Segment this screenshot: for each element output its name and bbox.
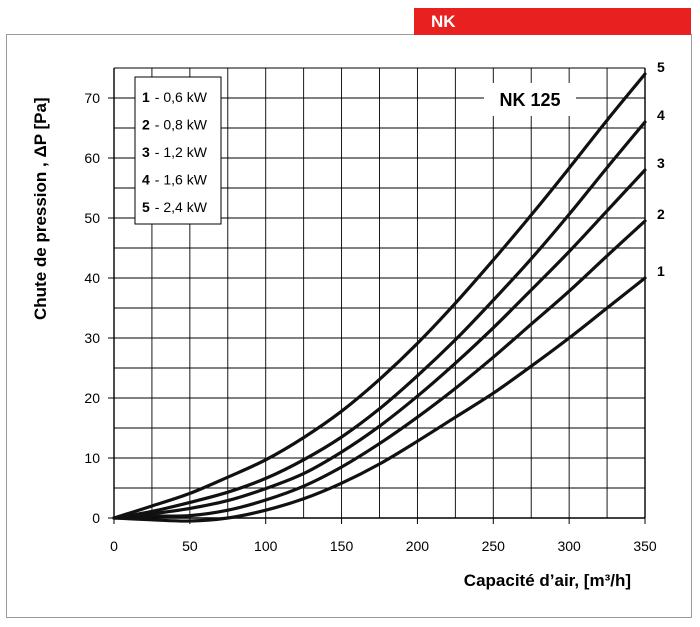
series-line-4 bbox=[112, 120, 647, 520]
y-tick-label: 50 bbox=[84, 210, 100, 226]
series-end-label-2: 2 bbox=[657, 206, 665, 222]
y-tick-labels: 0 10 20 30 40 50 60 70 bbox=[84, 90, 100, 526]
axes bbox=[108, 68, 646, 524]
series-end-label-3: 3 bbox=[657, 155, 665, 171]
series-line-5 bbox=[112, 72, 647, 520]
series-end-label-4: 4 bbox=[657, 107, 665, 123]
y-tick-label: 30 bbox=[84, 330, 100, 346]
series-end-label-1: 1 bbox=[657, 263, 665, 279]
x-tick-label: 0 bbox=[110, 538, 118, 554]
y-tick-label: 10 bbox=[84, 450, 100, 466]
x-tick-labels: 0 50 100 150 200 250 300 350 bbox=[110, 538, 657, 554]
x-tick-label: 350 bbox=[633, 538, 657, 554]
x-axis-title: Capacité d’air, [m³/h] bbox=[464, 571, 631, 590]
x-tick-label: 200 bbox=[406, 538, 430, 554]
x-tick-label: 100 bbox=[254, 538, 278, 554]
y-tick-label: 60 bbox=[84, 150, 100, 166]
y-tick-label: 70 bbox=[84, 90, 100, 106]
model-label-box: NK 125 bbox=[484, 83, 576, 116]
legend-item-4: 4- 1,6 kW bbox=[142, 172, 208, 188]
x-tick-label: 250 bbox=[482, 538, 506, 554]
series-line-3 bbox=[112, 168, 647, 520]
x-tick-label: 150 bbox=[330, 538, 354, 554]
y-tick-label: 0 bbox=[92, 510, 100, 526]
legend-box bbox=[134, 76, 222, 225]
legend: 1- 0,6 kW 2- 0,8 kW 3- 1,2 kW 4- 1,6 kW 5- 2… bbox=[134, 76, 222, 225]
legend-item-5: 5- 2,4 kW bbox=[142, 199, 208, 215]
legend-item-3: 3- 1,2 kW bbox=[142, 144, 208, 160]
y-tick-label: 20 bbox=[84, 390, 100, 406]
series-end-labels: 1 2 3 4 5 bbox=[657, 59, 665, 279]
model-label: NK 125 bbox=[499, 90, 560, 110]
series-line-1 bbox=[112, 276, 647, 523]
x-tick-label: 50 bbox=[182, 538, 198, 554]
series-end-label-5: 5 bbox=[657, 59, 665, 75]
series-lines bbox=[112, 72, 647, 523]
y-axis-title: Chute de pression , ΔP [Pa] bbox=[31, 97, 50, 320]
legend-item-1: 1- 0,6 kW bbox=[142, 89, 208, 105]
chart-frame bbox=[6, 34, 692, 618]
y-tick-label: 40 bbox=[84, 270, 100, 286]
x-tick-label: 300 bbox=[557, 538, 581, 554]
product-badge: NK bbox=[414, 8, 691, 35]
legend-item-2: 2- 0,8 kW bbox=[142, 117, 208, 133]
series-line-2 bbox=[112, 219, 647, 520]
